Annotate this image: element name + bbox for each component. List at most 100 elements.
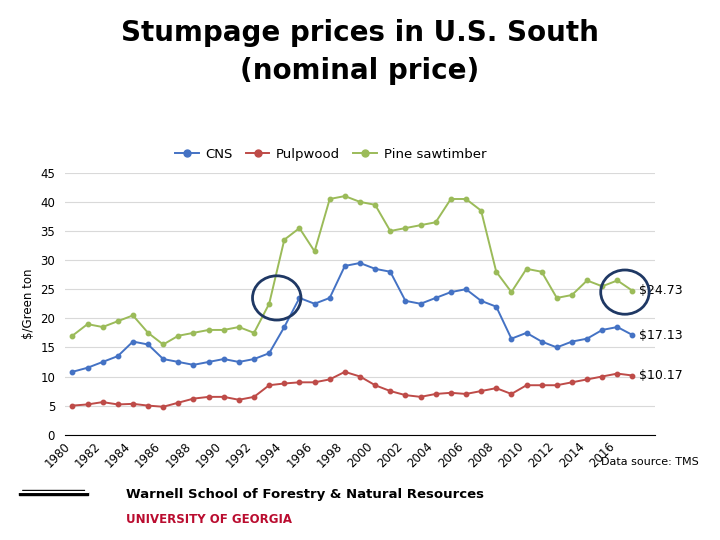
Pine sawtimber	[537, 268, 546, 275]
Pine sawtimber	[159, 341, 168, 348]
CNS	[114, 353, 122, 360]
Pulpwood	[114, 401, 122, 408]
Pulpwood	[159, 403, 168, 410]
Pine sawtimber	[235, 324, 243, 330]
Pine sawtimber	[68, 333, 77, 339]
Pulpwood	[552, 382, 561, 388]
CNS	[174, 359, 183, 365]
Pulpwood	[280, 380, 289, 387]
CNS	[567, 339, 576, 345]
CNS	[341, 262, 349, 269]
Pulpwood	[537, 382, 546, 388]
Pine sawtimber	[174, 333, 183, 339]
Pulpwood	[613, 370, 621, 377]
CNS	[99, 359, 107, 365]
CNS	[371, 266, 379, 272]
Y-axis label: $/Green ton: $/Green ton	[22, 268, 35, 339]
Pulpwood	[507, 391, 516, 397]
Legend: CNS, Pulpwood, Pine sawtimber: CNS, Pulpwood, Pine sawtimber	[169, 143, 492, 166]
CNS	[613, 324, 621, 330]
CNS	[68, 369, 77, 375]
Line: Pulpwood: Pulpwood	[70, 369, 635, 409]
Pine sawtimber	[613, 277, 621, 284]
CNS	[356, 260, 364, 266]
Pulpwood	[492, 385, 500, 392]
Pine sawtimber	[265, 300, 274, 307]
Pulpwood	[310, 379, 319, 386]
Pine sawtimber	[310, 248, 319, 255]
Pulpwood	[598, 373, 606, 380]
Pulpwood	[401, 392, 410, 399]
Text: 1785: 1785	[43, 521, 64, 530]
Pulpwood	[356, 373, 364, 380]
CNS	[310, 300, 319, 307]
CNS	[477, 298, 485, 304]
Pulpwood	[325, 376, 334, 383]
Pulpwood	[204, 394, 213, 400]
Pulpwood	[189, 395, 198, 402]
Pine sawtimber	[189, 329, 198, 336]
Pine sawtimber	[522, 266, 531, 272]
CNS	[189, 362, 198, 368]
CNS	[220, 356, 228, 362]
Pine sawtimber	[220, 327, 228, 333]
CNS	[280, 324, 289, 330]
CNS	[144, 341, 153, 348]
Text: (nominal price): (nominal price)	[240, 57, 480, 85]
CNS	[265, 350, 274, 356]
Pulpwood	[341, 369, 349, 375]
CNS	[325, 295, 334, 301]
CNS	[628, 332, 636, 338]
Pine sawtimber	[250, 329, 258, 336]
Pine sawtimber	[295, 225, 304, 231]
CNS	[204, 359, 213, 365]
Pine sawtimber	[386, 228, 395, 234]
Pine sawtimber	[477, 207, 485, 214]
Pine sawtimber	[280, 237, 289, 243]
Pulpwood	[416, 394, 425, 400]
Pulpwood	[446, 389, 455, 396]
CNS	[598, 327, 606, 333]
Line: CNS: CNS	[70, 261, 635, 374]
CNS	[492, 303, 500, 310]
CNS	[507, 335, 516, 342]
Pulpwood	[522, 382, 531, 388]
Pine sawtimber	[99, 324, 107, 330]
Pulpwood	[582, 376, 591, 383]
Pine sawtimber	[371, 201, 379, 208]
CNS	[552, 344, 561, 350]
CNS	[401, 298, 410, 304]
Pulpwood	[295, 379, 304, 386]
CNS	[235, 359, 243, 365]
Pulpwood	[84, 401, 92, 408]
Pine sawtimber	[507, 289, 516, 295]
CNS	[431, 295, 440, 301]
Pulpwood	[129, 401, 138, 407]
Text: $10.17: $10.17	[639, 369, 683, 382]
CNS	[522, 329, 531, 336]
CNS	[129, 339, 138, 345]
CNS	[462, 286, 470, 293]
Pulpwood	[628, 372, 636, 379]
CNS	[295, 295, 304, 301]
Pulpwood	[174, 400, 183, 406]
Pine sawtimber	[204, 327, 213, 333]
Pulpwood	[144, 402, 153, 409]
Pine sawtimber	[582, 277, 591, 284]
Pine sawtimber	[462, 195, 470, 202]
Pine sawtimber	[401, 225, 410, 231]
Pine sawtimber	[567, 292, 576, 298]
Pine sawtimber	[144, 329, 153, 336]
Pulpwood	[220, 394, 228, 400]
Text: $17.13: $17.13	[639, 328, 682, 341]
CNS	[446, 289, 455, 295]
Pulpwood	[235, 396, 243, 403]
Pulpwood	[477, 388, 485, 394]
Pine sawtimber	[129, 312, 138, 319]
Pulpwood	[431, 391, 440, 397]
Pulpwood	[386, 388, 395, 394]
Text: UNIVERSITY OF GEORGIA: UNIVERSITY OF GEORGIA	[126, 513, 292, 526]
Pine sawtimber	[416, 222, 425, 228]
Pine sawtimber	[492, 268, 500, 275]
Pine sawtimber	[431, 219, 440, 226]
